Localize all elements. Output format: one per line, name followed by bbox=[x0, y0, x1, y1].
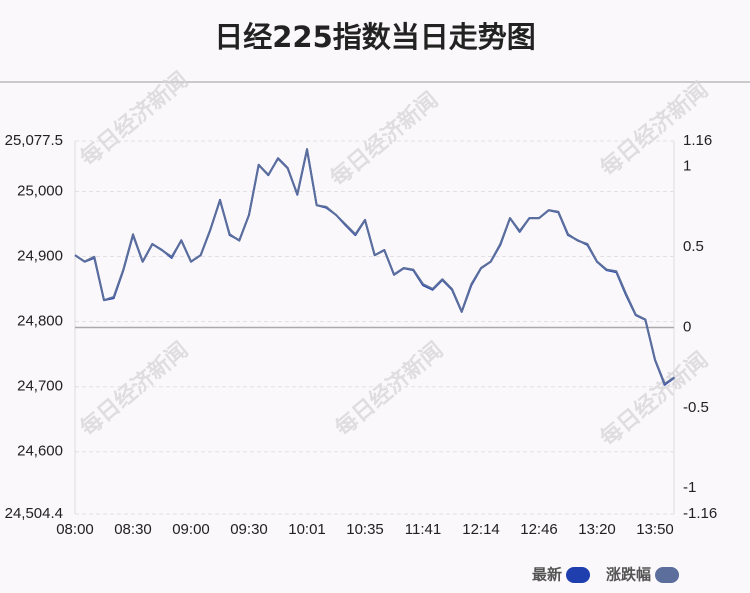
y2-tick-label: -1.16 bbox=[683, 505, 717, 522]
x-tick-label: 09:30 bbox=[230, 521, 268, 538]
y-tick-label: 25,000 bbox=[17, 182, 63, 199]
x-tick-label: 11:41 bbox=[405, 521, 441, 538]
x-tick-label: 08:00 bbox=[56, 521, 94, 538]
x-tick-label: 13:20 bbox=[578, 521, 616, 538]
y2-tick-label: 1.16 bbox=[683, 132, 712, 149]
watermark: 每日经济新闻 bbox=[595, 77, 713, 182]
watermark: 每日经济新闻 bbox=[325, 87, 443, 192]
x-tick-label: 09:00 bbox=[172, 521, 210, 538]
y2-tick-label: 0 bbox=[683, 318, 691, 335]
y-tick-label: 25,077.5 bbox=[5, 132, 63, 149]
legend-label: 最新 bbox=[532, 566, 562, 584]
line-series bbox=[74, 148, 675, 385]
y-tick-label: 24,504.4 bbox=[5, 505, 63, 522]
legend-label: 涨跌幅 bbox=[606, 566, 651, 584]
x-tick-label: 12:14 bbox=[462, 521, 500, 538]
y-tick-label: 24,700 bbox=[17, 378, 63, 395]
legend-swatch bbox=[655, 567, 680, 583]
y-tick-label: 24,900 bbox=[17, 247, 63, 264]
y2-tick-label: -0.5 bbox=[683, 399, 709, 416]
x-tick-label: 12:46 bbox=[520, 521, 558, 538]
x-tick-label: 10:01 bbox=[288, 521, 326, 538]
chart-title: 日经225指数当日走势图 bbox=[214, 20, 536, 54]
x-tick-label: 13:50 bbox=[636, 521, 674, 538]
x-tick-label: 10:35 bbox=[346, 521, 384, 538]
y2-tick-label: 1 bbox=[683, 158, 691, 175]
legend-swatch bbox=[566, 567, 591, 583]
watermark: 每日经济新闻 bbox=[75, 337, 193, 442]
y-tick-label: 24,600 bbox=[17, 443, 63, 460]
y-tick-label: 24,800 bbox=[17, 313, 63, 330]
x-tick-label: 08:30 bbox=[114, 521, 152, 538]
watermark: 每日经济新闻 bbox=[330, 337, 448, 442]
y2-tick-label: -1 bbox=[683, 479, 696, 496]
y2-tick-label: 0.5 bbox=[683, 238, 704, 255]
